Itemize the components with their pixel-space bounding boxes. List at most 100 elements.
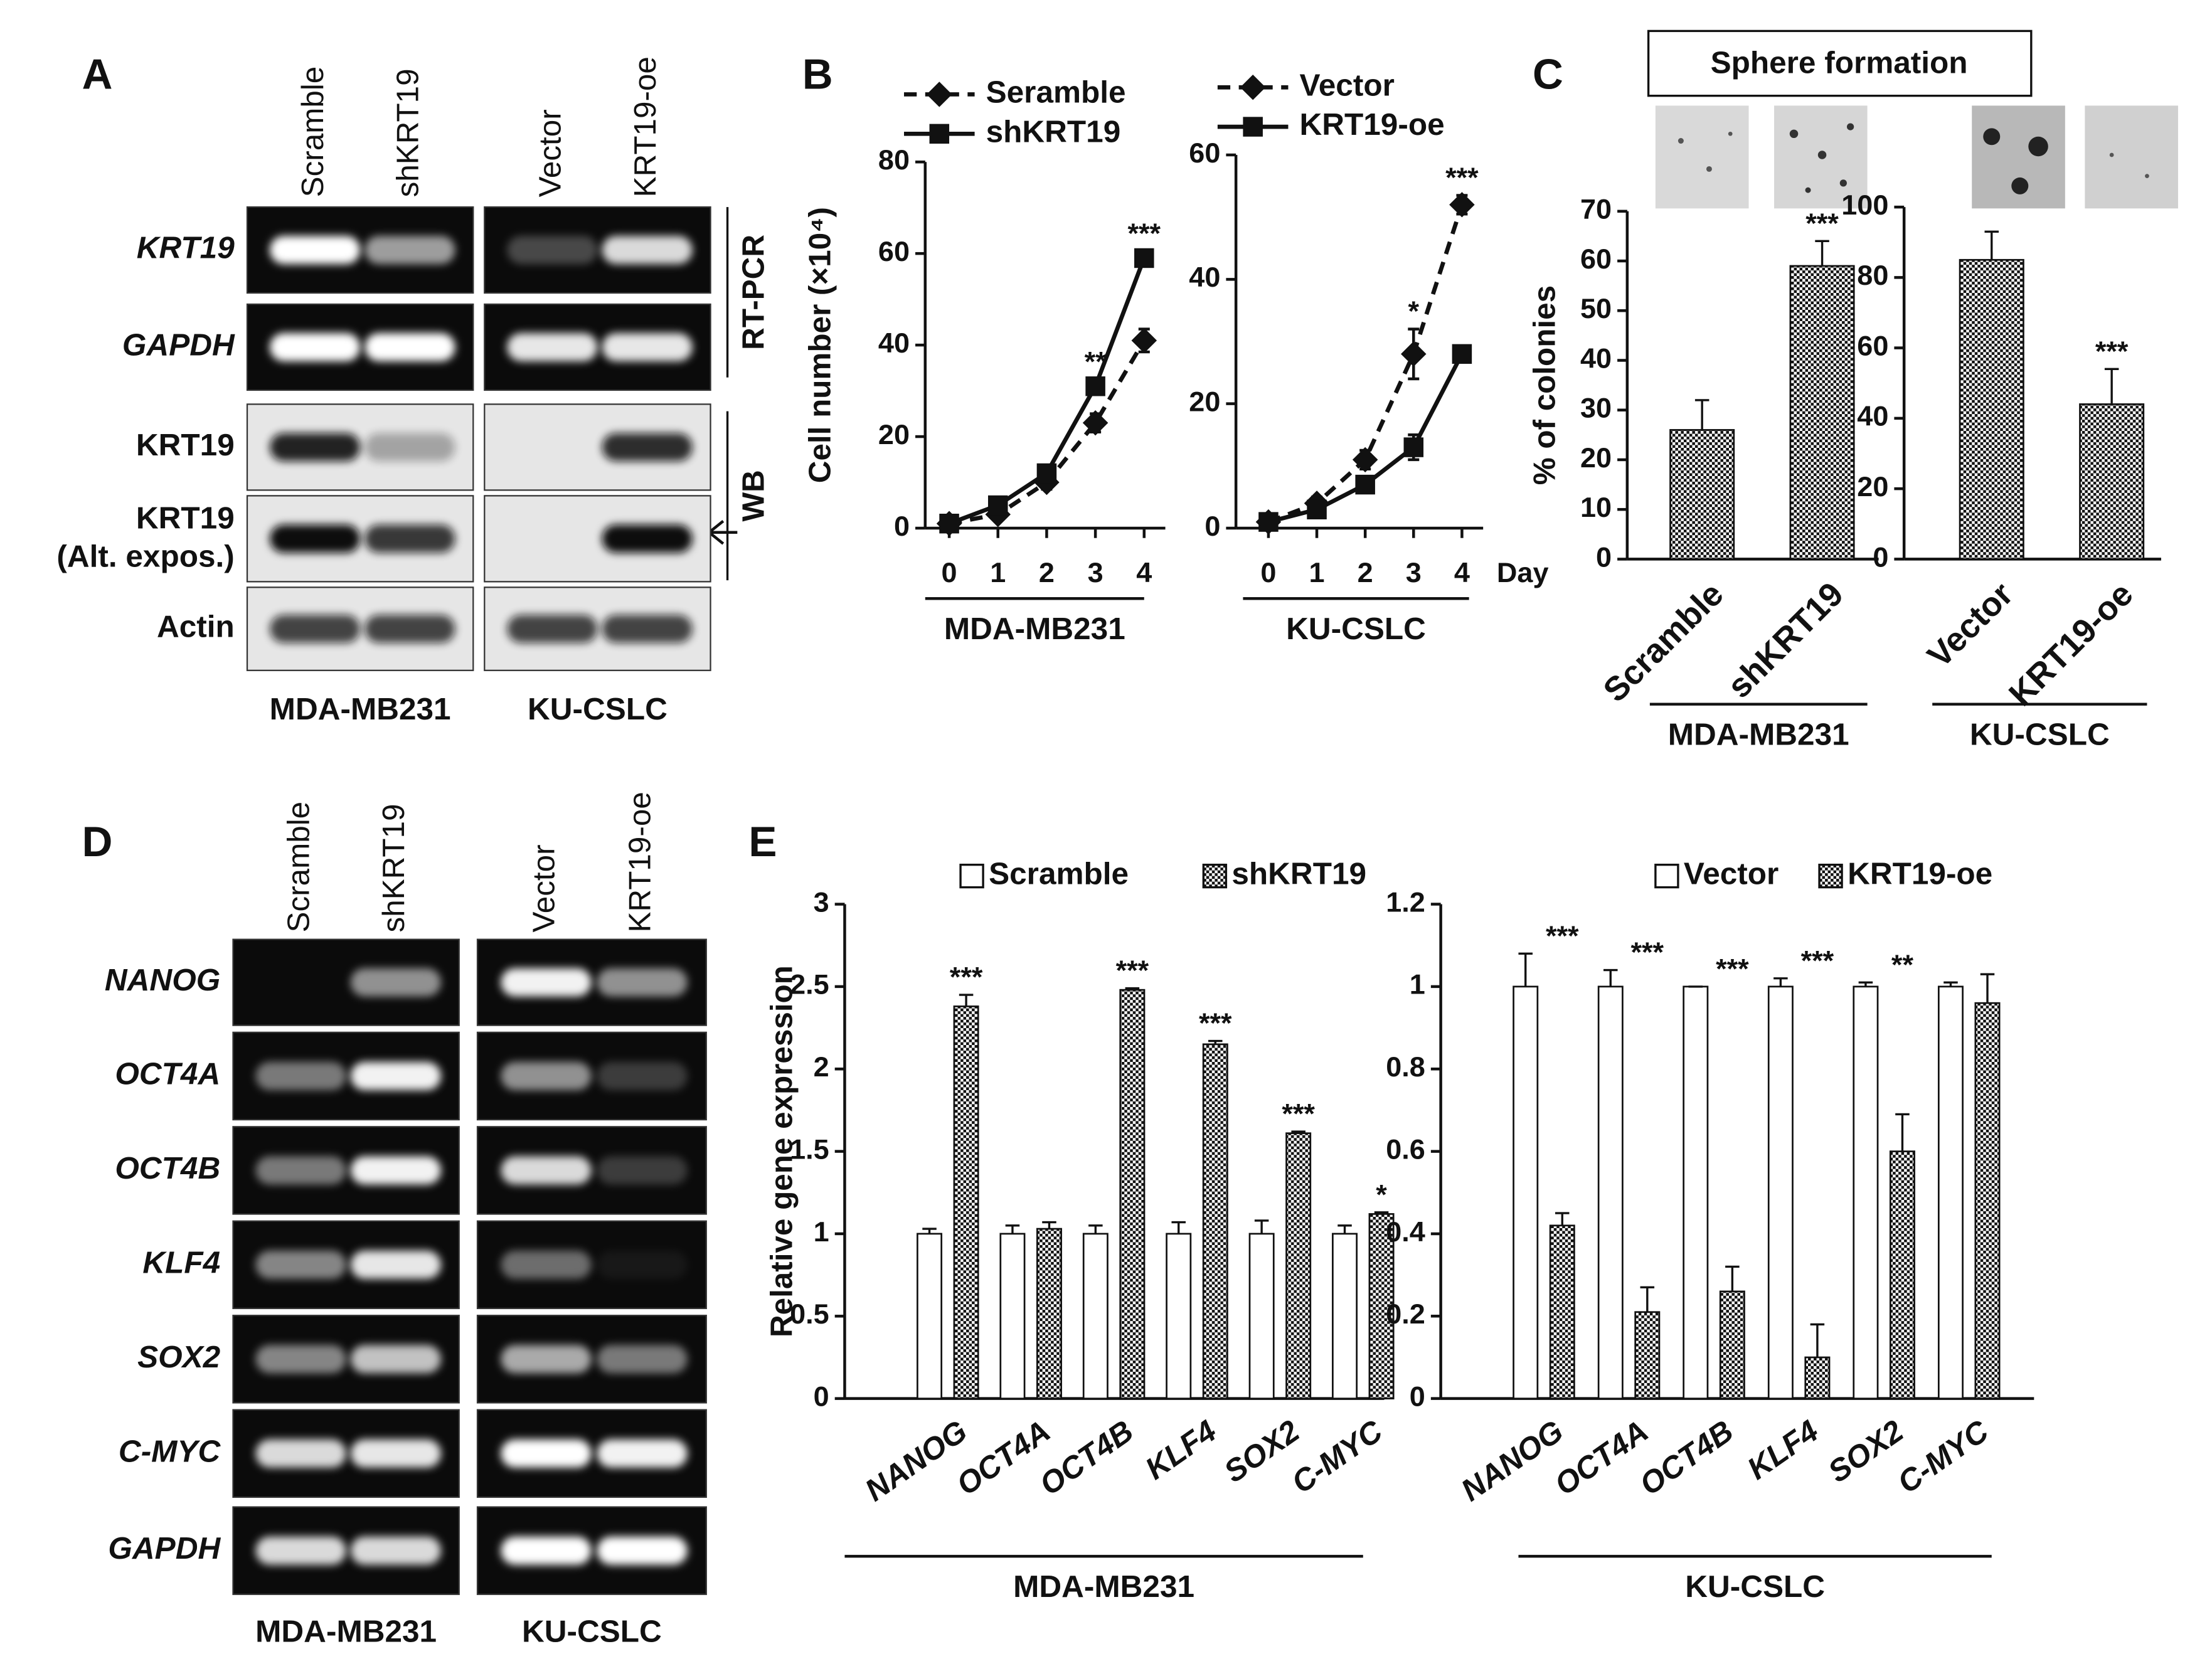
x-tick-label: 2 bbox=[1358, 556, 1373, 588]
y-tick-label: 100 bbox=[1841, 189, 1888, 221]
error-bar bbox=[1943, 981, 1958, 987]
band bbox=[602, 524, 693, 553]
y-tick-label: 20 bbox=[878, 418, 910, 450]
bar bbox=[1332, 1233, 1358, 1400]
x-tick-label: KLF4 bbox=[1139, 1414, 1223, 1487]
error-bar bbox=[1374, 1211, 1389, 1214]
x-tick-label: KLF4 bbox=[1741, 1414, 1824, 1487]
band bbox=[597, 1345, 688, 1374]
sphere bbox=[1706, 166, 1712, 172]
y-tick-label: 0.4 bbox=[1386, 1216, 1425, 1248]
error-bar bbox=[1088, 1224, 1103, 1234]
bar bbox=[1669, 429, 1735, 560]
error-bar bbox=[1337, 1224, 1352, 1234]
x-tick-label: OCT4A bbox=[1548, 1414, 1654, 1502]
legend-label: KRT19-oe bbox=[1299, 107, 1444, 142]
marker bbox=[987, 495, 1008, 516]
band bbox=[597, 968, 688, 997]
band bbox=[597, 1439, 688, 1468]
sphere bbox=[1846, 123, 1854, 130]
x-tick-label: OCT4B bbox=[1634, 1414, 1740, 1502]
x-tick-label: shKRT19 bbox=[1720, 575, 1851, 706]
band bbox=[501, 1250, 592, 1279]
sphere-title: Sphere formation bbox=[1711, 45, 1968, 80]
y-tick-label: 60 bbox=[1857, 330, 1888, 362]
marker bbox=[1307, 499, 1327, 519]
error-bar bbox=[1291, 1130, 1305, 1133]
marker bbox=[1401, 341, 1427, 367]
band bbox=[364, 615, 455, 644]
band bbox=[350, 1156, 441, 1185]
bar bbox=[1166, 1233, 1192, 1400]
significance: *** bbox=[1282, 1098, 1315, 1130]
legend-swatch bbox=[1818, 863, 1843, 889]
band bbox=[507, 615, 598, 644]
error-bar bbox=[1980, 973, 1995, 1004]
marker bbox=[1403, 437, 1424, 457]
significance: *** bbox=[1805, 207, 1839, 239]
sphere bbox=[1817, 151, 1827, 159]
sphere bbox=[2145, 174, 2149, 179]
row-label: KRT19 bbox=[136, 501, 235, 536]
band bbox=[350, 1250, 441, 1279]
legend-label: Vector bbox=[1684, 857, 1779, 891]
error-bar bbox=[1125, 987, 1140, 990]
lane-label: Scramble bbox=[282, 802, 316, 933]
error-bar bbox=[1815, 240, 1829, 266]
error-bar bbox=[1171, 1221, 1186, 1234]
y-tick-label: 40 bbox=[1189, 261, 1220, 293]
row-label: OCT4A bbox=[115, 1057, 220, 1091]
x-tick-label: 3 bbox=[1406, 556, 1422, 588]
y-tick-label: 1 bbox=[814, 1216, 829, 1248]
bar bbox=[999, 1233, 1026, 1400]
row-label: KRT19 bbox=[137, 231, 235, 265]
error-bar bbox=[1555, 1212, 1570, 1226]
lane-label: KRT19-oe bbox=[628, 56, 662, 197]
bar bbox=[1082, 1233, 1109, 1400]
row-label: SOX2 bbox=[137, 1340, 220, 1374]
bar bbox=[1248, 1233, 1275, 1400]
row-label: KLF4 bbox=[142, 1245, 220, 1280]
sphere bbox=[1805, 187, 1811, 193]
y-axis-label: % of colonies bbox=[1528, 285, 1562, 485]
x-tick-label: 0 bbox=[1260, 556, 1276, 588]
y-tick-label: 1.5 bbox=[790, 1133, 829, 1165]
y-tick-label: 1 bbox=[1410, 968, 1425, 1000]
band bbox=[255, 1062, 346, 1090]
band bbox=[501, 1062, 592, 1090]
sphere bbox=[2011, 177, 2029, 194]
y-tick-label: 0 bbox=[814, 1381, 829, 1413]
band bbox=[602, 236, 693, 265]
bar bbox=[1549, 1224, 1575, 1400]
y-tick-label: 60 bbox=[878, 235, 910, 267]
significance: * bbox=[1408, 295, 1420, 327]
row-label: NANOG bbox=[105, 963, 220, 997]
marker bbox=[1082, 410, 1109, 436]
error-bar bbox=[1725, 1265, 1740, 1291]
band bbox=[602, 615, 693, 644]
x-tick-label: 4 bbox=[1136, 556, 1152, 588]
cell-line-label: MDA-MB231 bbox=[270, 692, 451, 726]
marker bbox=[1352, 447, 1378, 473]
row-label: Actin bbox=[157, 610, 235, 644]
y-tick-label: 0.5 bbox=[790, 1298, 829, 1330]
marker bbox=[1036, 463, 1057, 484]
error-bar bbox=[1254, 1219, 1269, 1234]
bar bbox=[1202, 1043, 1228, 1400]
y-tick-label: 0.6 bbox=[1386, 1133, 1425, 1165]
band bbox=[364, 236, 455, 265]
y-tick-label: 0 bbox=[1204, 510, 1220, 542]
sphere bbox=[1728, 131, 1733, 136]
x-tick-label: NANOG bbox=[859, 1414, 974, 1508]
y-tick-label: 0 bbox=[894, 510, 910, 542]
band bbox=[507, 333, 598, 361]
lane-label: Scramble bbox=[295, 66, 330, 198]
bar bbox=[1767, 985, 1794, 1400]
band bbox=[255, 1156, 346, 1185]
bar bbox=[1889, 1150, 1915, 1400]
row-label: GAPDH bbox=[108, 1531, 221, 1566]
y-tick-label: 10 bbox=[1580, 491, 1612, 523]
x-tick-label: C-MYC bbox=[1891, 1413, 1996, 1500]
y-axis-label: Relative gene expression bbox=[765, 965, 799, 1337]
